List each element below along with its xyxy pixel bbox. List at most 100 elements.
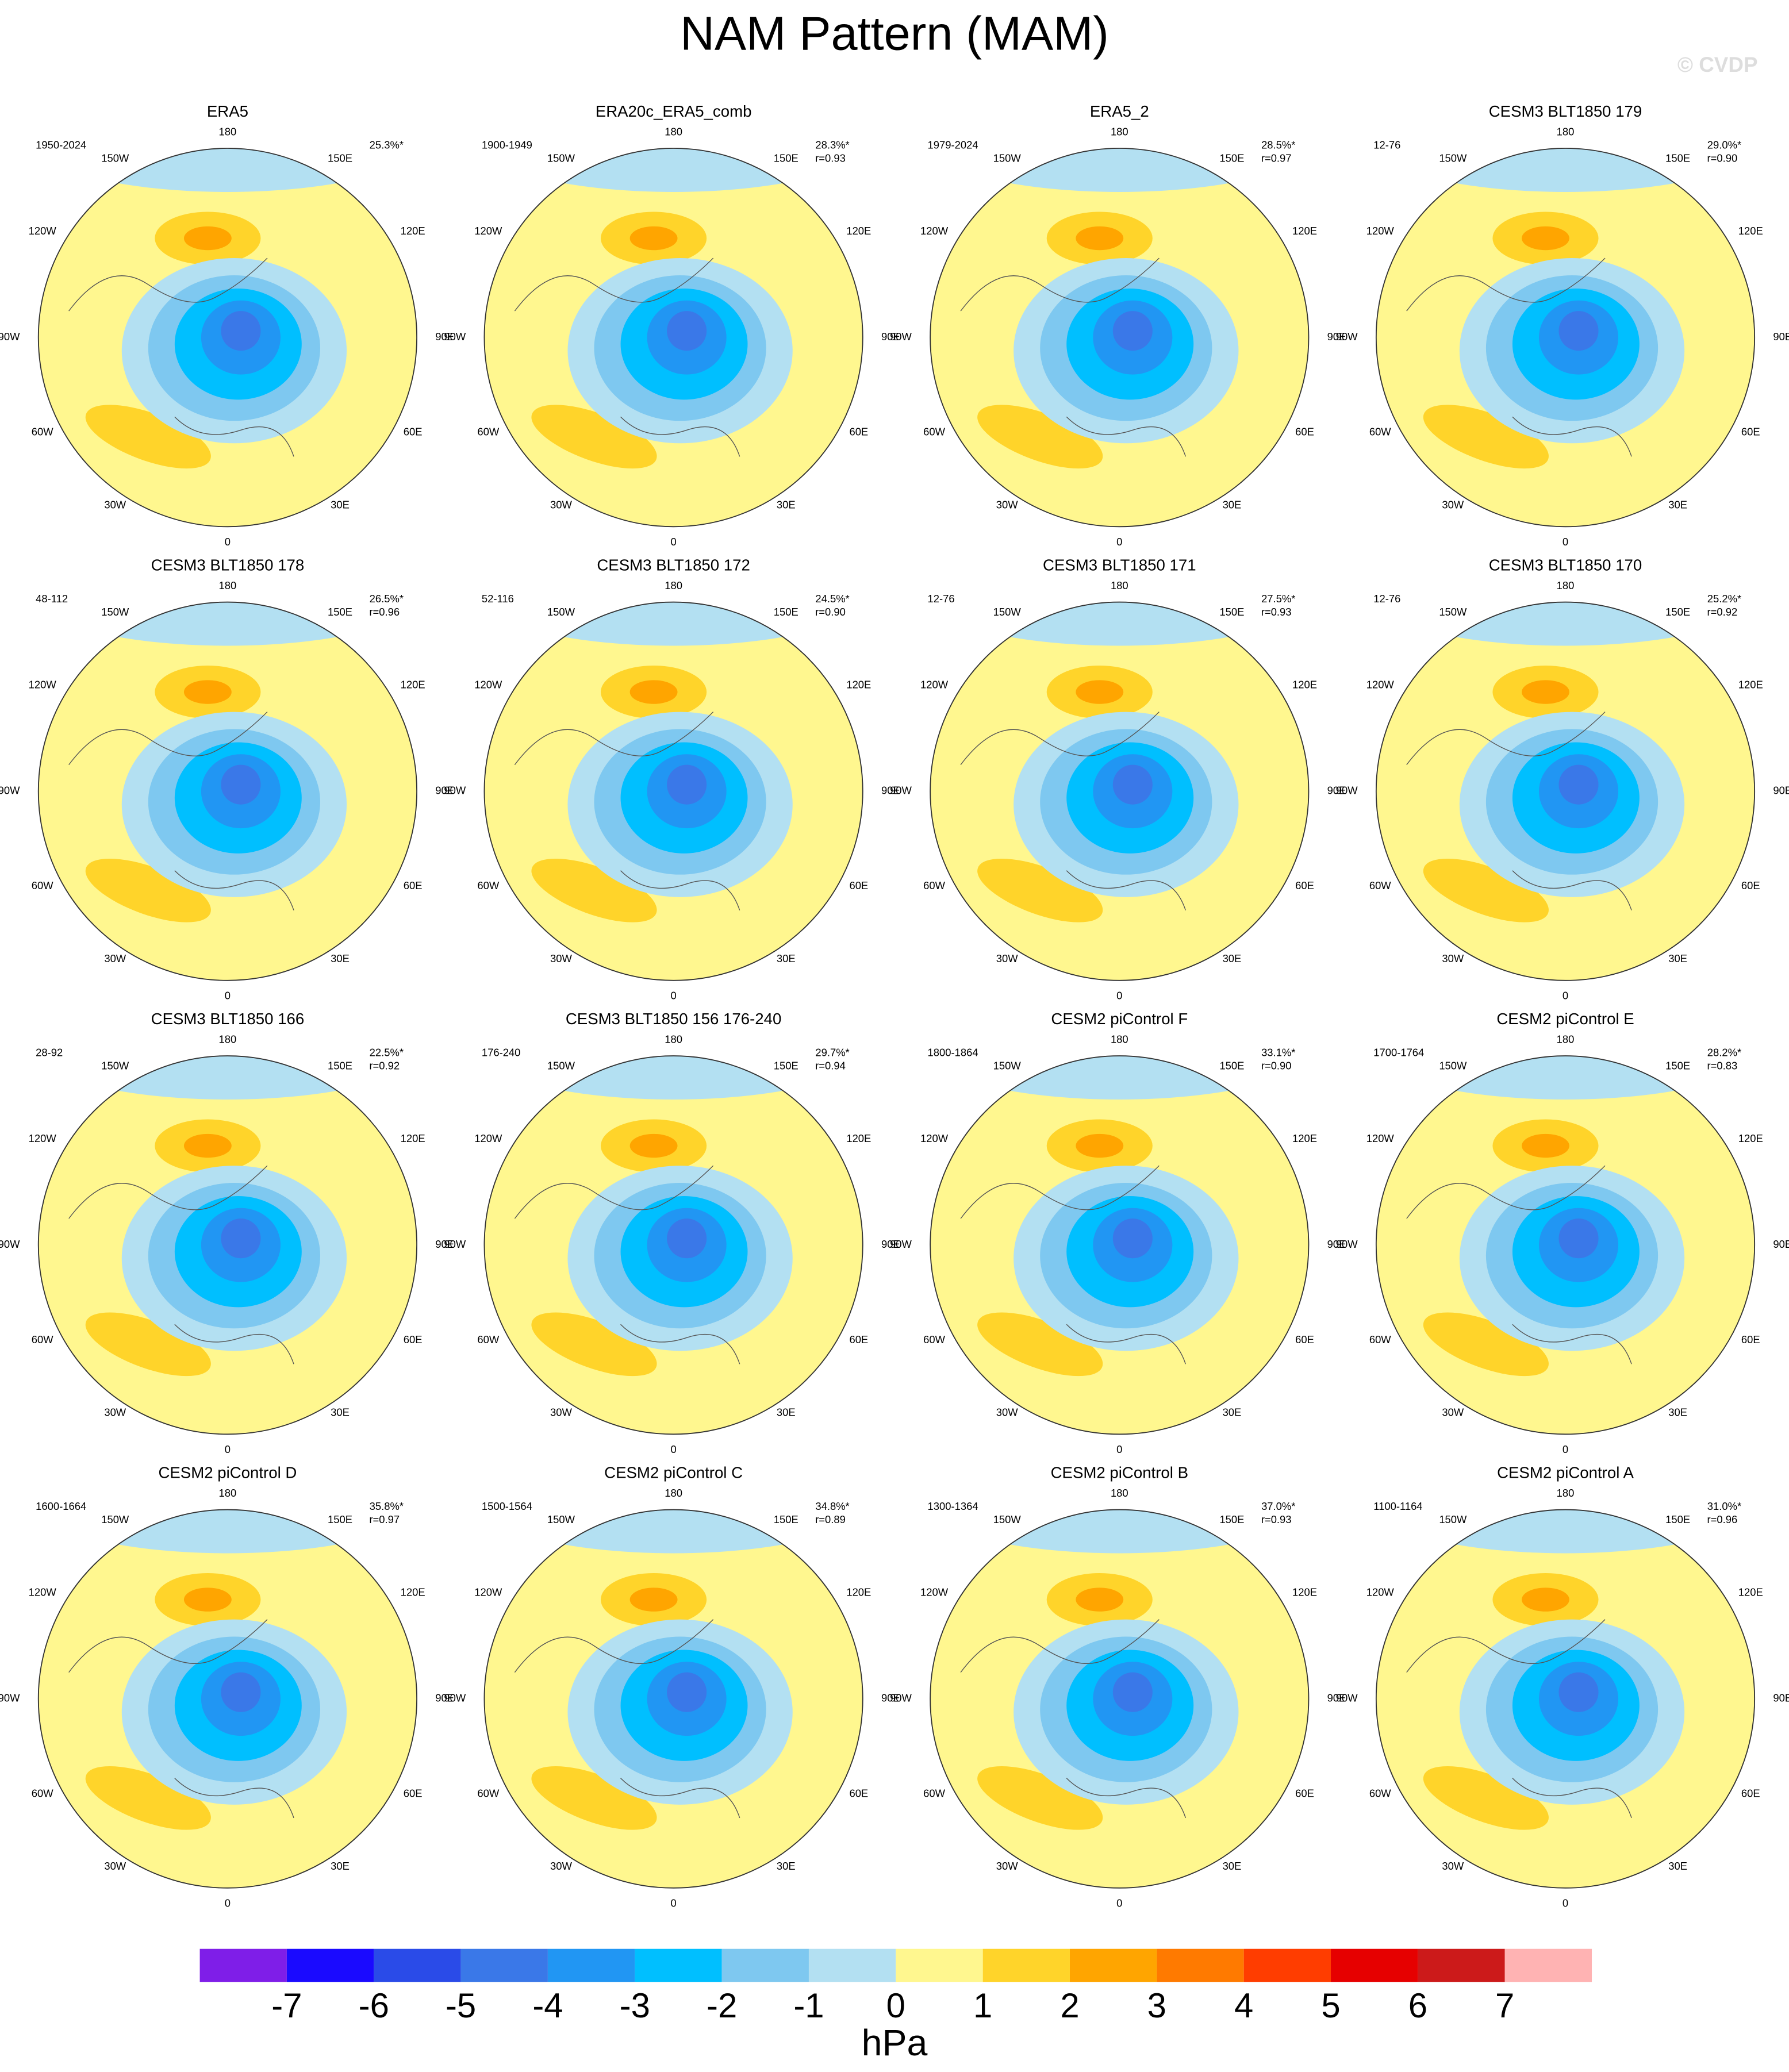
high-region xyxy=(85,1312,211,1377)
longitude-label: 150W xyxy=(993,1513,1022,1525)
longitude-label: 60W xyxy=(477,1333,499,1346)
colorbar-label: 4 xyxy=(1234,1986,1253,2025)
colorbar-box xyxy=(896,1948,983,1982)
longitude-label: 150W xyxy=(993,1059,1022,1071)
high-region xyxy=(1076,1587,1124,1612)
longitude-label: 30E xyxy=(1223,1860,1242,1872)
longitude-label: 180 xyxy=(1557,125,1575,137)
longitude-label: 120W xyxy=(920,1132,949,1144)
colorbar-box xyxy=(199,1948,287,1982)
low-region xyxy=(1558,1218,1599,1259)
longitude-label: 60W xyxy=(1369,426,1391,438)
low-region xyxy=(1112,311,1153,351)
panel-variance: 33.1%* xyxy=(1261,1046,1295,1058)
longitude-label: 0 xyxy=(1563,536,1568,548)
longitude-label: 30W xyxy=(1442,1860,1464,1872)
low-region xyxy=(221,764,261,805)
high-region xyxy=(1076,680,1124,704)
map-outline xyxy=(37,601,417,981)
longitude-label: 30W xyxy=(996,498,1018,510)
low-region xyxy=(667,764,707,805)
longitude-label: 90W xyxy=(1336,1238,1358,1250)
longitude-label: 150E xyxy=(1665,1059,1690,1071)
longitude-label: 30E xyxy=(1223,498,1242,510)
panel-correlation: r=0.96 xyxy=(1707,1513,1738,1525)
panel-variance: 28.2%* xyxy=(1707,1046,1741,1058)
colorbar-box xyxy=(547,1948,635,1982)
longitude-label: 30E xyxy=(331,1406,350,1418)
longitude-label: 30E xyxy=(1668,952,1687,964)
map-outline xyxy=(1375,1509,1756,1889)
panel-title: CESM3 BLT1850 170 xyxy=(1489,556,1642,574)
panel-title: CESM3 BLT1850 166 xyxy=(151,1010,305,1028)
longitude-label: 60W xyxy=(923,1333,945,1346)
coastline xyxy=(514,1165,740,1364)
longitude-label: 60E xyxy=(849,879,868,891)
longitude-label: 90E xyxy=(1327,1238,1346,1250)
longitude-label: 120E xyxy=(1738,678,1763,690)
longitude-label: 120E xyxy=(401,1586,425,1598)
longitude-label: 30E xyxy=(1223,952,1242,964)
longitude-label: 150W xyxy=(1439,1513,1467,1525)
longitude-label: 150E xyxy=(328,1513,352,1525)
panel-variance: 22.5%* xyxy=(370,1046,404,1058)
colorbar-label: 6 xyxy=(1408,1986,1427,2025)
panel-period: 1600-1664 xyxy=(36,1500,86,1512)
map-field xyxy=(1376,1056,1755,1435)
colorbar-box xyxy=(1157,1948,1244,1982)
longitude-label: 60W xyxy=(923,426,945,438)
longitude-label: 120E xyxy=(846,1586,871,1598)
longitude-label: 60W xyxy=(32,1333,53,1346)
longitude-label: 120E xyxy=(1738,1132,1763,1144)
low-region xyxy=(667,311,707,351)
high-region xyxy=(629,680,678,704)
map-panel: CESM2 piControl C 1500-1564 34.8%*r=0.89 18… xyxy=(444,1464,900,1909)
high-region xyxy=(977,858,1103,922)
panel-variance: 25.2%* xyxy=(1707,593,1741,605)
longitude-label: 30W xyxy=(104,1860,126,1872)
map-panel: CESM2 piControl D 1600-1664 35.8%*r=0.97 18… xyxy=(0,1464,454,1909)
panel-correlation: r=0.96 xyxy=(369,606,400,618)
longitude-label: 90W xyxy=(0,1692,20,1704)
map-field xyxy=(930,1056,1309,1435)
longitude-label: 0 xyxy=(225,1443,231,1455)
longitude-label: 30W xyxy=(104,1406,126,1418)
map-outline xyxy=(37,1509,417,1889)
map-outline xyxy=(1375,148,1756,528)
longitude-label: 150E xyxy=(1219,1059,1244,1071)
longitude-label: 90E xyxy=(1327,1692,1346,1704)
panel-correlation: r=0.89 xyxy=(815,1513,846,1525)
colorbar-label: 5 xyxy=(1321,1986,1340,2025)
colorbar-label: 2 xyxy=(1060,1986,1079,2025)
longitude-label: 90W xyxy=(0,1238,20,1250)
coastline xyxy=(960,257,1187,457)
longitude-label: 90W xyxy=(444,330,466,343)
longitude-label: 180 xyxy=(1111,125,1128,137)
longitude-label: 120E xyxy=(401,225,425,237)
longitude-label: 30W xyxy=(104,498,126,510)
longitude-label: 60E xyxy=(1741,1787,1760,1799)
panel-variance: 26.5%* xyxy=(370,593,404,605)
longitude-label: 90E xyxy=(1327,330,1346,343)
longitude-label: 180 xyxy=(219,579,237,591)
longitude-label: 150E xyxy=(774,152,798,164)
longitude-label: 30W xyxy=(1442,952,1464,964)
colorbar-label: -2 xyxy=(707,1986,737,2025)
longitude-label: 30W xyxy=(550,498,572,510)
longitude-label: 150W xyxy=(993,152,1022,164)
panel-correlation: r=0.93 xyxy=(815,152,846,164)
longitude-label: 120E xyxy=(401,1132,425,1144)
panel-correlation: r=0.83 xyxy=(1707,1059,1738,1071)
panel-variance: 24.5%* xyxy=(815,593,849,605)
map-outline xyxy=(37,1055,417,1435)
colorbar-label: 1 xyxy=(973,1986,992,2025)
longitude-label: 30E xyxy=(331,498,350,510)
longitude-label: 0 xyxy=(1563,989,1568,1001)
panel-period: 48-112 xyxy=(36,593,68,605)
longitude-label: 60W xyxy=(923,879,945,891)
panel-title: CESM2 piControl F xyxy=(1051,1010,1188,1028)
longitude-label: 60W xyxy=(923,1787,945,1799)
longitude-label: 90W xyxy=(0,330,20,343)
longitude-label: 90W xyxy=(1336,330,1358,343)
longitude-label: 120W xyxy=(29,1586,57,1598)
